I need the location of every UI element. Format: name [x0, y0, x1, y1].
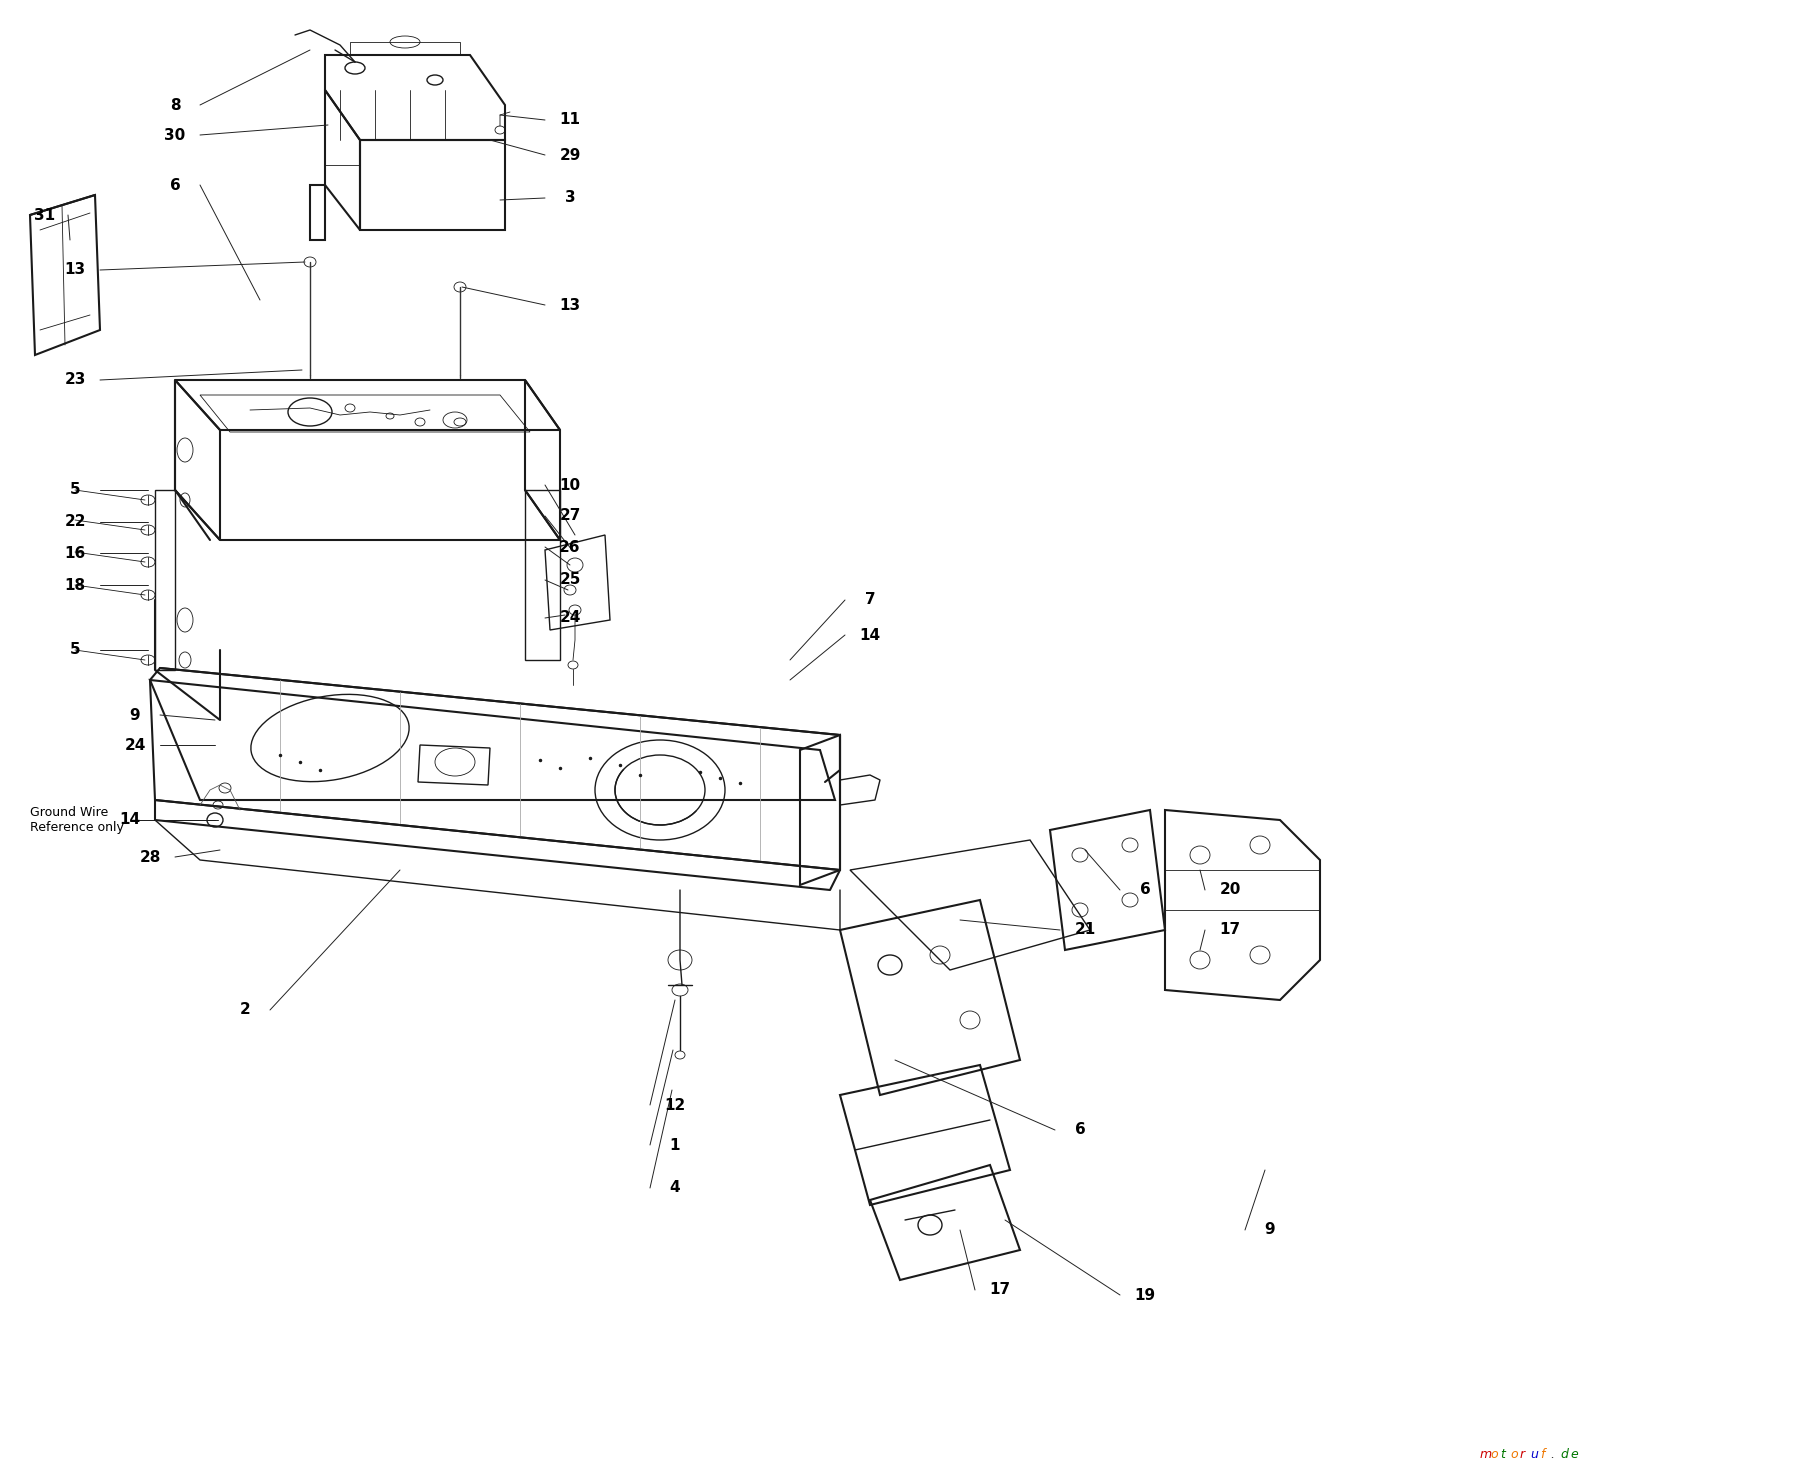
Text: r: r: [1519, 1448, 1525, 1461]
Text: .: .: [1550, 1448, 1553, 1461]
Text: 24: 24: [124, 738, 146, 753]
Text: 18: 18: [65, 578, 86, 593]
Text: 31: 31: [34, 207, 56, 222]
Text: 9: 9: [130, 707, 140, 723]
Text: 13: 13: [65, 262, 86, 277]
Text: 25: 25: [560, 572, 581, 587]
Text: 28: 28: [139, 849, 160, 864]
Text: 29: 29: [560, 148, 581, 163]
Text: o: o: [1510, 1448, 1517, 1461]
Text: 10: 10: [560, 477, 581, 492]
Text: 7: 7: [864, 593, 875, 608]
Text: 22: 22: [65, 514, 86, 529]
Text: 2: 2: [239, 1002, 250, 1018]
Text: 17: 17: [990, 1282, 1010, 1298]
Text: f: f: [1541, 1448, 1544, 1461]
Text: 1: 1: [670, 1138, 680, 1153]
Text: 21: 21: [1075, 922, 1096, 938]
Text: 5: 5: [70, 643, 81, 658]
Text: 5: 5: [70, 483, 81, 498]
Text: 30: 30: [164, 127, 185, 142]
Text: o: o: [1490, 1448, 1498, 1461]
Text: 6: 6: [1075, 1122, 1085, 1138]
Text: e: e: [1570, 1448, 1579, 1461]
Text: 6: 6: [1139, 882, 1150, 898]
Text: 11: 11: [560, 113, 580, 127]
Text: 23: 23: [65, 372, 86, 387]
Text: 20: 20: [1219, 882, 1240, 898]
Text: 14: 14: [119, 812, 140, 827]
Text: 13: 13: [560, 298, 581, 313]
Text: 4: 4: [670, 1181, 680, 1196]
Text: 26: 26: [560, 539, 581, 554]
Text: 12: 12: [664, 1098, 686, 1113]
Text: 24: 24: [560, 611, 581, 625]
Text: u: u: [1530, 1448, 1537, 1461]
Text: 27: 27: [560, 508, 581, 523]
Text: 14: 14: [859, 627, 880, 643]
Text: d: d: [1561, 1448, 1568, 1461]
Text: 16: 16: [65, 545, 86, 560]
Text: 9: 9: [1265, 1223, 1276, 1237]
Text: m: m: [1480, 1448, 1492, 1461]
Text: t: t: [1499, 1448, 1505, 1461]
Text: 3: 3: [565, 191, 576, 206]
Text: 19: 19: [1134, 1288, 1156, 1303]
Text: 17: 17: [1219, 922, 1240, 938]
Text: Ground Wire
Reference only: Ground Wire Reference only: [31, 806, 124, 834]
Text: 6: 6: [169, 178, 180, 193]
Text: 8: 8: [169, 98, 180, 113]
